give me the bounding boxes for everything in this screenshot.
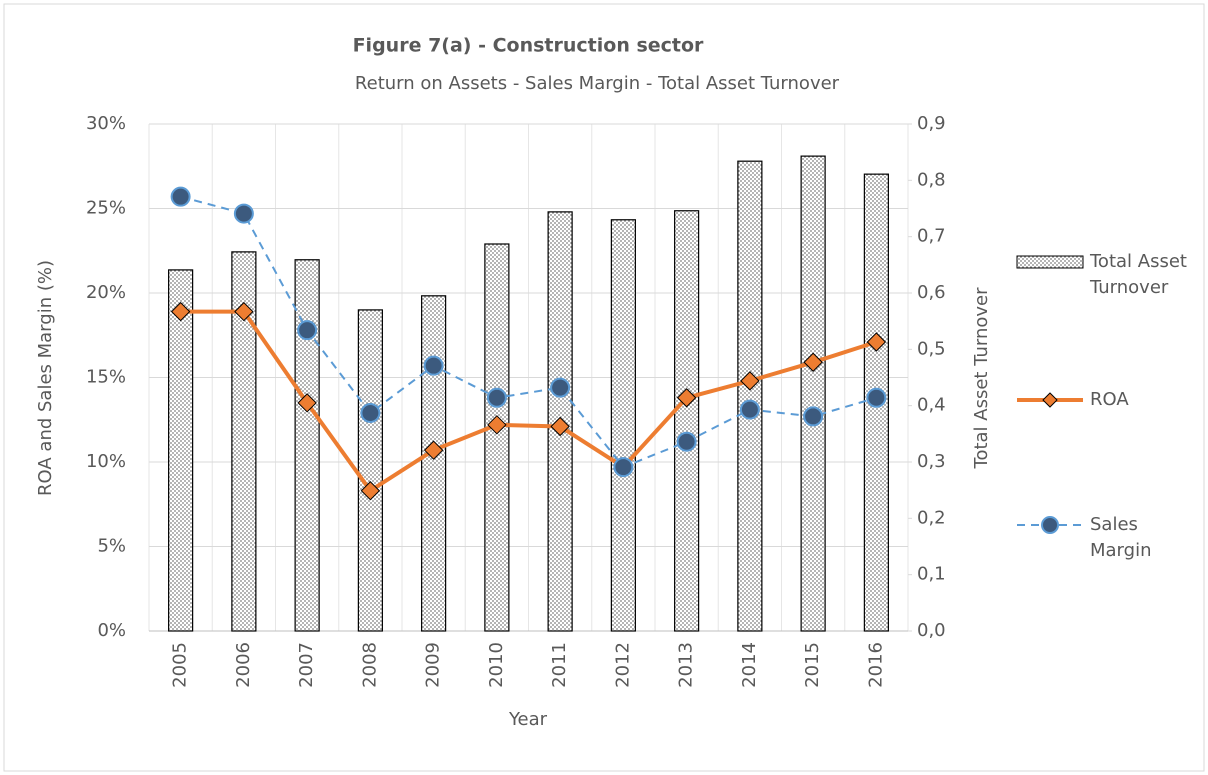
point: [866, 387, 887, 408]
y2-tick-label: 0,7: [917, 226, 946, 247]
point: [739, 399, 760, 420]
y2-tick-label: 0,2: [917, 507, 946, 528]
legend-label: Total Asset Turnover: [1090, 251, 1187, 298]
point: [423, 355, 444, 376]
line: [180, 309, 877, 494]
point: [803, 406, 824, 427]
bar: [421, 295, 447, 632]
bar: [357, 309, 383, 632]
x-axis-label: Year: [508, 709, 548, 730]
y2-tick-label: 0,6: [917, 282, 946, 303]
y-tick-label: 25%: [86, 198, 126, 219]
point: [170, 186, 191, 207]
x-tick-label: 2012: [612, 642, 633, 688]
y-tick-label: 15%: [86, 367, 126, 388]
legend-marker: [1041, 516, 1059, 534]
y-tick-label: 5%: [97, 536, 126, 557]
legend-marker: [1042, 392, 1058, 408]
bar: [674, 210, 700, 632]
point: [360, 481, 381, 501]
bar: [168, 269, 194, 632]
y-tick-label: 0%: [97, 620, 126, 641]
bar: [737, 160, 763, 632]
x-tick-label: 2014: [739, 642, 760, 688]
y2-tick-label: 0,1: [917, 564, 946, 585]
legend-swatch: [1016, 255, 1084, 269]
x-tick-label: 2008: [359, 642, 380, 688]
y2-tick-label: 0,9: [917, 113, 946, 134]
y-tick-label: 30%: [86, 113, 126, 134]
point: [550, 416, 570, 437]
point: [423, 440, 444, 460]
chart-title: Figure 7(a) - Construction sector: [353, 35, 704, 57]
point: [297, 320, 318, 341]
x-tick-label: 2009: [423, 642, 444, 688]
point: [676, 388, 697, 408]
x-tick-label: 2005: [170, 642, 191, 688]
legend-label: Sales Margin: [1090, 514, 1152, 561]
y2-axis-label: Total Asset Turnover: [971, 287, 992, 470]
point: [234, 301, 254, 322]
chart-subtitle: Return on Assets - Sales Margin - Total …: [355, 73, 840, 94]
point: [486, 387, 507, 408]
point: [360, 402, 381, 423]
y-tick-label: 10%: [86, 451, 126, 472]
y2-tick-label: 0,8: [917, 169, 946, 190]
x-tick-label: 2007: [296, 642, 317, 688]
point: [613, 457, 634, 478]
point: [740, 371, 760, 391]
legend-label: ROA: [1090, 389, 1129, 410]
point: [233, 203, 254, 224]
x-tick-label: 2015: [802, 642, 823, 688]
y2-tick-label: 0,4: [917, 395, 946, 416]
point: [803, 352, 823, 372]
point: [170, 301, 191, 322]
y2-tick-label: 0,0: [917, 620, 946, 641]
x-tick-label: 2013: [676, 642, 697, 688]
y-tick-label: 20%: [86, 282, 126, 303]
point: [866, 332, 887, 352]
chart-border: [3, 3, 1205, 772]
point: [487, 415, 507, 435]
bar: [800, 155, 826, 632]
point: [297, 393, 317, 413]
y-axis-label: ROA and Sales Margin (%): [35, 260, 56, 496]
bar: [484, 243, 510, 632]
y2-tick-label: 0,5: [917, 338, 946, 359]
bar: [610, 219, 636, 632]
x-tick-label: 2016: [865, 642, 886, 688]
bar: [294, 259, 320, 632]
x-tick-label: 2006: [233, 642, 254, 688]
x-tick-label: 2011: [549, 642, 570, 688]
point: [676, 431, 697, 452]
x-tick-label: 2010: [486, 642, 507, 688]
y2-tick-label: 0,3: [917, 451, 946, 472]
point: [550, 377, 571, 398]
